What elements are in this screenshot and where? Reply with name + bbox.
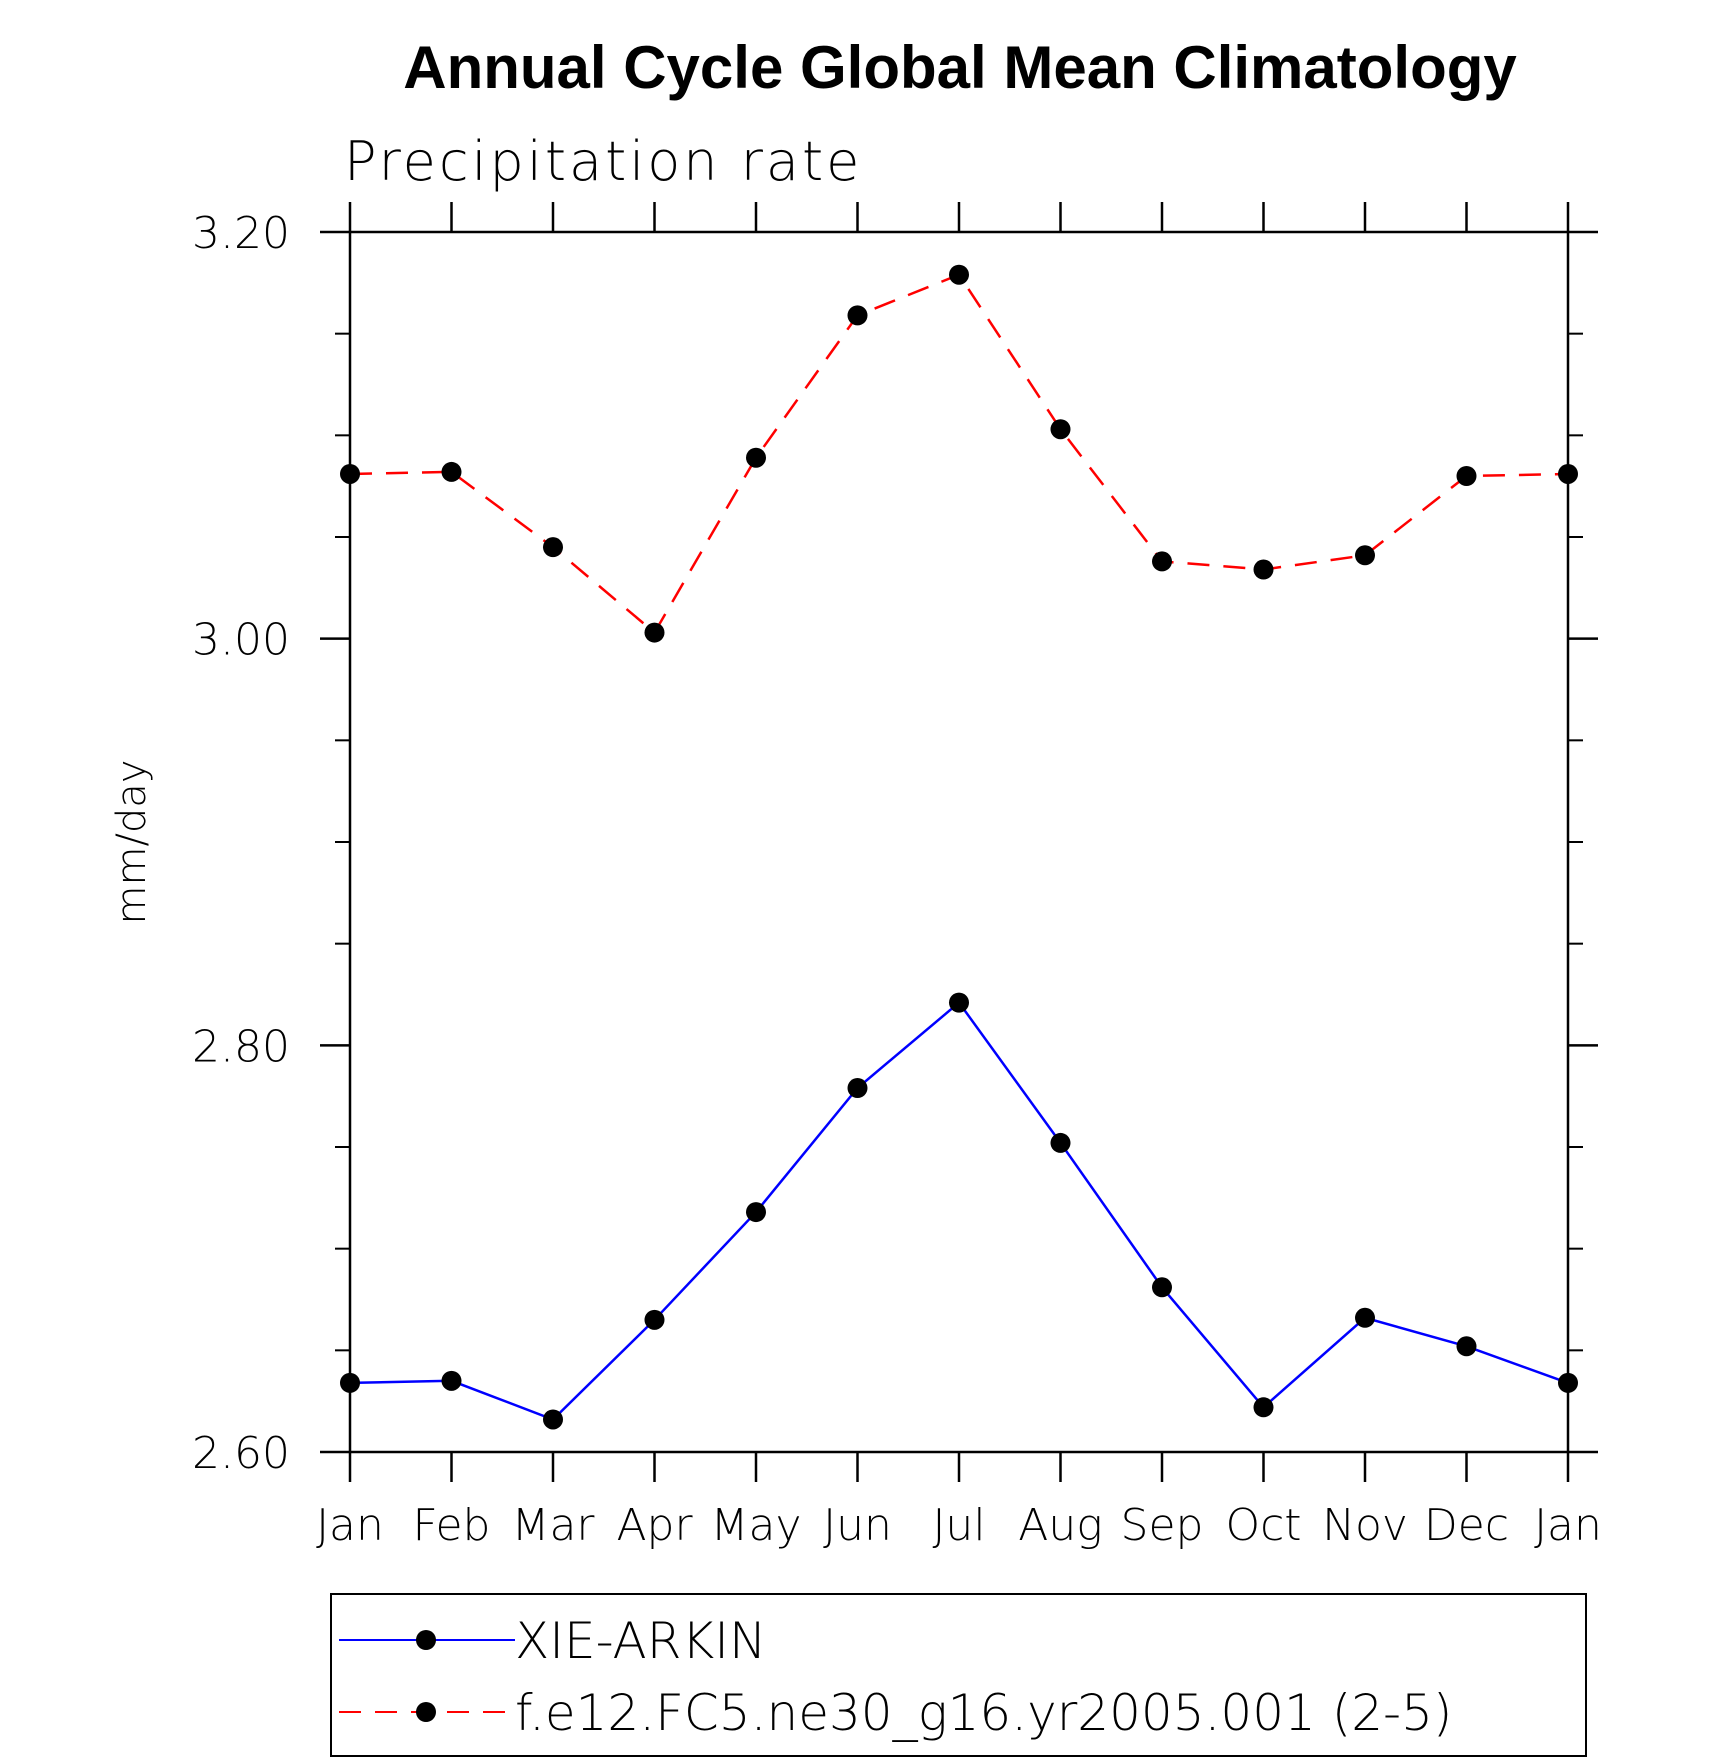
data-point-0-2 — [543, 1409, 563, 1430]
data-point-0-1 — [441, 1370, 462, 1391]
y-axis-label: mm/day — [109, 760, 155, 925]
data-point-1-5 — [847, 305, 868, 326]
data-point-1-6 — [949, 264, 969, 285]
data-point-0-9 — [1253, 1397, 1274, 1418]
series-line-0 — [349, 1000, 1569, 1421]
data-point-1-7 — [1050, 419, 1071, 440]
legend: XIE-ARKIN f.e12.FC5.ne30_g16.yr2005.001 … — [330, 1593, 1587, 1757]
chart-subtitle: Precipitation rate — [344, 130, 862, 193]
y-tick-label: 3.20 — [192, 208, 290, 259]
data-point-0-12 — [1558, 1372, 1578, 1393]
data-point-0-6 — [949, 992, 969, 1013]
data-point-1-1 — [441, 461, 462, 482]
axes: Jan Feb Mar Apr May Jun Jul Aug Sep Oct Nov Dec Jan 2… — [192, 202, 1602, 1551]
x-tick-label: May — [711, 1500, 802, 1551]
series-layer — [340, 264, 1578, 1430]
x-tick-label: Jun — [823, 1500, 892, 1551]
plot-frame — [348, 230, 1570, 1454]
x-tick-label: Aug — [1018, 1500, 1102, 1551]
x-tick-label: Dec — [1424, 1500, 1509, 1551]
data-point-0-8 — [1152, 1277, 1172, 1298]
data-point-0-0 — [340, 1372, 360, 1393]
x-tick-label: Nov — [1322, 1500, 1408, 1551]
y-tick-label: 2.80 — [192, 1021, 290, 1072]
data-point-0-11 — [1456, 1336, 1477, 1357]
x-tick-label: Feb — [413, 1500, 491, 1551]
x-tick-label: Sep — [1121, 1500, 1204, 1551]
data-point-0-7 — [1050, 1132, 1071, 1153]
x-tick-label: Mar — [511, 1500, 595, 1551]
x-tick-label: Apr — [616, 1500, 693, 1551]
data-point-0-10 — [1355, 1307, 1375, 1328]
x-tick-label: Jan — [1534, 1500, 1602, 1551]
legend-marker-xie-arkin — [416, 1630, 436, 1650]
data-point-1-3 — [644, 622, 665, 643]
x-tick-label: Oct — [1225, 1500, 1301, 1551]
data-point-1-10 — [1355, 545, 1375, 566]
legend-box — [330, 1593, 1587, 1757]
y-tick-label: 3.00 — [192, 615, 290, 666]
legend-label-model: f.e12.FC5.ne30_g16.yr2005.001 (2-5) — [515, 1684, 1452, 1742]
data-point-1-11 — [1456, 466, 1477, 486]
data-point-0-4 — [746, 1202, 766, 1223]
data-point-0-3 — [644, 1309, 665, 1330]
y-tick-label: 2.60 — [192, 1428, 290, 1479]
data-point-1-2 — [543, 537, 563, 558]
data-point-1-9 — [1253, 559, 1274, 580]
x-tick-label: Jul — [932, 1500, 985, 1551]
legend-marker-model — [416, 1702, 436, 1722]
data-point-1-4 — [746, 447, 766, 468]
data-point-0-5 — [847, 1078, 868, 1099]
legend-label-xie-arkin: XIE-ARKIN — [515, 1612, 766, 1670]
chart-title: Annual Cycle Global Mean Climatology — [403, 34, 1517, 101]
data-point-1-8 — [1152, 551, 1172, 572]
x-tick-label: Jan — [316, 1500, 384, 1551]
data-point-1-12 — [1558, 463, 1578, 484]
data-point-1-0 — [340, 463, 360, 484]
series-line-1 — [349, 273, 1569, 635]
